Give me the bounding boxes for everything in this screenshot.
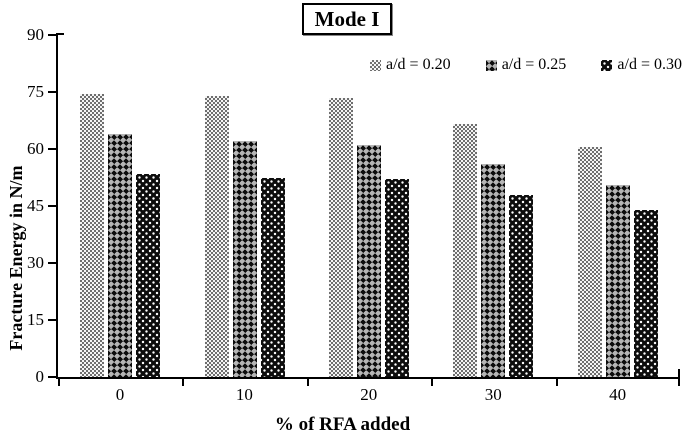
legend-item: a/d = 0.25: [485, 56, 567, 74]
y-tick-label: 75: [27, 82, 44, 101]
y-tick-label: 60: [27, 139, 44, 158]
legend-swatch-icon: [485, 59, 497, 71]
legend-label: a/d = 0.20: [386, 56, 451, 73]
bar-0.20-x20: [329, 97, 353, 377]
bar-0.30-x10: [260, 177, 285, 377]
legend-label: a/d = 0.30: [617, 56, 682, 73]
y-tick-label: 45: [27, 196, 44, 215]
legend-swatch-icon: [601, 59, 613, 71]
x-axis-tick: [556, 377, 558, 386]
y-axis-tick: [48, 262, 58, 264]
y-axis-tick: [48, 205, 58, 207]
bar-0.20-x30: [453, 124, 478, 377]
y-tick-label: 15: [27, 310, 44, 329]
bar-0.25-x20: [357, 145, 381, 377]
legend-swatch-icon: [370, 59, 381, 71]
y-axis-tick: [48, 91, 58, 93]
y-axis-tick: [48, 376, 58, 378]
y-axis-end-tick: [56, 33, 64, 35]
chart-title-box: Mode I: [302, 3, 392, 35]
y-axis-tick: [48, 34, 58, 36]
bar-0.30-x40: [633, 209, 658, 377]
x-axis-tick: [182, 377, 184, 386]
legend-item: a/d = 0.20: [370, 56, 451, 74]
y-axis-tick: [48, 148, 58, 150]
x-tick-label: 30: [484, 385, 502, 404]
bar-0.20-x10: [204, 95, 229, 377]
y-axis-title: Fracture Energy in N/m: [6, 165, 26, 351]
x-axis-tick: [307, 377, 309, 386]
legend-label: a/d = 0.25: [501, 56, 567, 73]
bar-0.25-x10: [232, 141, 257, 377]
bar-0.30-x0: [136, 173, 161, 377]
bar-0.30-x20: [385, 179, 409, 377]
x-axis-tick: [58, 377, 60, 386]
plot-area: 0 15 30 45 60 75 90 0 10 20 30 40: [27, 25, 680, 404]
bar-0.30-x30: [509, 194, 534, 377]
x-axis-tick: [431, 377, 433, 386]
bar-0.20-x0: [80, 93, 105, 377]
y-tick-label: 30: [27, 253, 44, 272]
y-axis-tick: [48, 319, 58, 321]
x-axis-end-tick: [678, 369, 680, 377]
chart-title: Mode I: [314, 6, 380, 31]
bar-0.25-x0: [108, 133, 133, 377]
x-axis-title: % of RFA added: [274, 414, 411, 435]
x-tick-label: 40: [609, 385, 627, 404]
x-axis-tick: [678, 377, 680, 386]
x-tick-label: 20: [360, 385, 378, 404]
bar-0.20-x40: [577, 147, 602, 377]
legend-item: a/d = 0.30: [601, 56, 682, 74]
y-tick-label: 0: [35, 367, 45, 386]
x-tick-label: 0: [115, 385, 125, 404]
y-tick-label: 90: [27, 25, 44, 44]
bar-0.25-x30: [481, 164, 506, 377]
bar-0.25-x40: [605, 185, 630, 377]
x-tick-label: 10: [235, 385, 253, 404]
legend: a/d = 0.20 a/d = 0.25 a/d = 0.30: [370, 55, 682, 75]
